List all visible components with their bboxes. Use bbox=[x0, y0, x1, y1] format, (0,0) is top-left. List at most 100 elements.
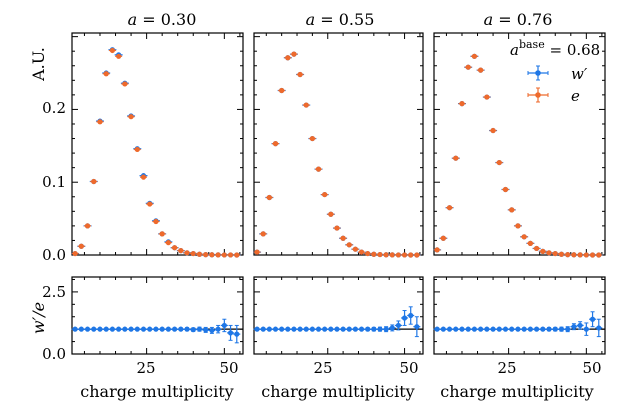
ratio-data-point bbox=[296, 326, 304, 332]
data-point-marker bbox=[221, 322, 227, 329]
data-point-marker bbox=[285, 326, 291, 332]
data-point-marker bbox=[209, 252, 215, 258]
legend-marker-symbol bbox=[527, 65, 549, 81]
ratio-data-points bbox=[71, 318, 243, 344]
data-point-marker bbox=[91, 178, 97, 185]
ratio-data-point bbox=[327, 326, 335, 332]
ratio-data-point bbox=[220, 318, 228, 333]
data-point-marker bbox=[328, 211, 334, 217]
data-point-marker bbox=[221, 252, 227, 258]
ratio-data-point bbox=[108, 326, 116, 332]
legend-marker-symbol bbox=[527, 87, 549, 103]
ratio-data-point bbox=[345, 326, 353, 332]
e-data-point bbox=[433, 247, 441, 253]
data-point-marker bbox=[254, 249, 260, 255]
top-data-points bbox=[253, 51, 421, 258]
data-point-marker bbox=[153, 218, 159, 225]
top-y-tick-label: 0.0 bbox=[42, 246, 66, 264]
axis-ticks bbox=[72, 33, 243, 355]
legend-marker-w bbox=[527, 65, 549, 81]
data-point-marker bbox=[196, 326, 203, 332]
data-point-marker bbox=[165, 326, 171, 332]
data-point-marker bbox=[434, 326, 440, 332]
data-point-marker bbox=[395, 322, 402, 329]
data-point-marker bbox=[515, 223, 521, 229]
data-point-marker bbox=[279, 87, 285, 94]
data-point-marker bbox=[297, 71, 303, 78]
panel-a030: a = 0.30 25 50 charge multiplicity 0.0 0… bbox=[42, 10, 244, 401]
ratio-data-point bbox=[351, 326, 359, 332]
data-point-marker bbox=[540, 326, 546, 332]
data-point-marker bbox=[401, 315, 408, 321]
ratio-data-point bbox=[489, 326, 497, 332]
legend-point bbox=[535, 92, 541, 98]
e-data-point bbox=[458, 101, 466, 107]
ratio-data-point bbox=[127, 326, 135, 332]
data-point-marker bbox=[116, 326, 122, 332]
ratio-data-point bbox=[477, 326, 485, 332]
e-data-point bbox=[483, 94, 491, 100]
top-y-axis-title: A.U. bbox=[29, 47, 48, 82]
e-data-point bbox=[308, 135, 316, 142]
data-point-marker bbox=[134, 146, 140, 153]
e-data-point bbox=[327, 211, 335, 217]
e-data-point bbox=[526, 240, 534, 246]
ratio-data-point bbox=[152, 326, 160, 332]
data-point-marker bbox=[414, 252, 420, 258]
data-point-marker bbox=[453, 326, 459, 332]
data-point-marker bbox=[103, 326, 109, 332]
ratio-data-point bbox=[413, 316, 421, 338]
ratio-data-point bbox=[140, 326, 148, 332]
data-point-marker bbox=[203, 252, 209, 258]
ratio-data-point bbox=[388, 324, 396, 332]
data-point-marker bbox=[371, 251, 377, 257]
axis-ticks bbox=[254, 33, 423, 355]
ratio-data-point bbox=[570, 323, 578, 331]
data-point-marker bbox=[371, 326, 377, 332]
e-data-point bbox=[121, 81, 129, 87]
data-point-marker bbox=[272, 326, 279, 332]
data-point-marker bbox=[490, 127, 496, 134]
top-y-tick-label: 0.1 bbox=[42, 173, 66, 191]
ratio-data-point bbox=[96, 326, 104, 332]
data-point-marker bbox=[128, 114, 134, 120]
ratio-data-point bbox=[358, 326, 366, 332]
e-data-point bbox=[177, 248, 185, 254]
e-data-point bbox=[127, 114, 135, 120]
data-point-marker bbox=[552, 326, 558, 332]
ratio-data-point bbox=[495, 326, 503, 332]
e-data-point bbox=[333, 225, 341, 231]
data-point-marker bbox=[309, 326, 315, 332]
ratio-data-point bbox=[133, 326, 141, 332]
e-data-point bbox=[77, 243, 85, 249]
ratio-data-point bbox=[595, 318, 603, 338]
e-data-point bbox=[358, 249, 366, 255]
legend-label-e: e bbox=[571, 87, 580, 105]
e-data-point bbox=[278, 87, 286, 94]
e-data-point bbox=[189, 250, 197, 257]
e-data-point bbox=[102, 71, 110, 77]
data-point-marker bbox=[165, 240, 171, 246]
ratio-data-point bbox=[470, 326, 478, 332]
data-point-marker bbox=[459, 326, 465, 332]
data-point-marker bbox=[190, 327, 196, 333]
data-point-marker bbox=[97, 326, 103, 332]
ratio-data-point bbox=[564, 326, 572, 333]
data-point-marker bbox=[203, 327, 209, 333]
data-point-marker bbox=[440, 235, 446, 241]
ratio-data-point bbox=[177, 326, 185, 332]
ratio-data-point bbox=[284, 326, 292, 332]
data-point-marker bbox=[596, 325, 602, 331]
e-data-point bbox=[253, 249, 261, 255]
ratio-data-point bbox=[115, 326, 123, 332]
legend-title: abase = 0.68 bbox=[510, 38, 600, 59]
data-point-marker bbox=[558, 326, 565, 332]
ratio-data-point bbox=[146, 326, 154, 332]
ratio-data-point bbox=[233, 324, 241, 344]
data-point-marker bbox=[471, 326, 478, 332]
ratio-data-point bbox=[189, 327, 197, 333]
data-point-marker bbox=[596, 252, 602, 258]
ratio-data-point bbox=[394, 320, 402, 331]
bottom-y-tick-label: 2.5 bbox=[42, 283, 66, 301]
x-tick-label: 25 bbox=[136, 359, 155, 377]
